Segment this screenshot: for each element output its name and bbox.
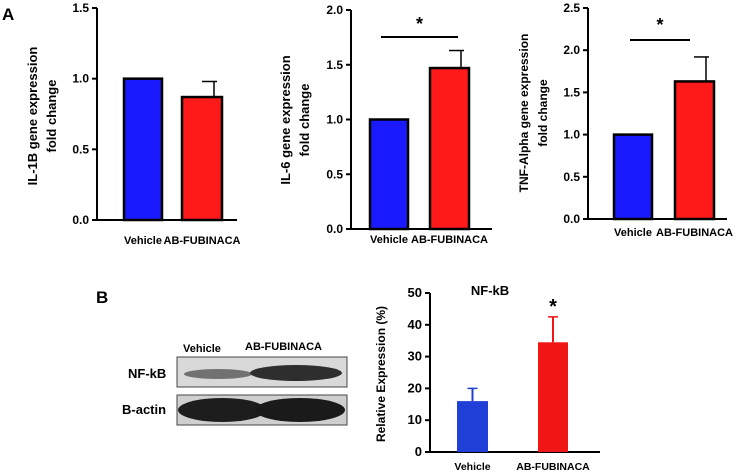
blot-band-bactin-treatment: [255, 398, 345, 422]
y-tick-label: 0.0: [326, 222, 343, 236]
y-tick-label: 0.0: [72, 213, 89, 227]
y-axis-label: TNF-Alpha gene expression: [517, 34, 531, 193]
y-tick-label: 20: [408, 380, 422, 395]
significance-star: *: [549, 296, 557, 318]
tnf-alpha-chart: 0.0 0.5 1.0 1.5 2.0 2.5 Vehicle AB-FUBINACA TNF-…: [517, 1, 733, 239]
y-tick-label: 50: [408, 285, 422, 300]
y-tick-label: 1.0: [72, 72, 89, 86]
bar: [457, 401, 488, 452]
y-tick-label: 2.0: [326, 3, 343, 17]
y-tick-label: 10: [408, 412, 422, 427]
bar: [368, 118, 410, 231]
y-axis-label: IL-6 gene expression: [278, 55, 293, 184]
significance-star: *: [656, 15, 663, 35]
y-tick-label: 0.5: [563, 170, 580, 184]
nfkb-chart: 0 10 20 30 40 50 Vehicle AB-FUBINACA Relative Ex…: [374, 283, 600, 473]
y-tick-label: 1.0: [563, 128, 580, 142]
y-axis-label-line2: fold change: [297, 84, 312, 157]
y-tick-label: 30: [408, 349, 422, 364]
y-tick-label: 1.5: [72, 1, 89, 15]
blot-band-nfkb-vehicle: [184, 369, 252, 379]
western-blot: Vehicle AB-FUBINACA NF-kB B-actin: [122, 341, 348, 426]
y-axis-label-line2: fold change: [536, 79, 550, 147]
y-axis-label-line2: fold change: [44, 80, 59, 153]
blot-row-label-bactin: B-actin: [122, 402, 166, 417]
y-tick-label: 0.5: [326, 167, 343, 181]
x-category-label: AB-FUBINACA: [164, 235, 241, 247]
significance-star: *: [416, 14, 423, 34]
y-axis-label: Relative Expression (%): [374, 306, 388, 442]
blot-band-nfkb-treatment: [250, 365, 342, 381]
il6-chart: 0.0 0.5 1.0 1.5 2.0 Vehicle AB-FUBINACA IL-6 ge…: [278, 3, 492, 246]
y-axis-label: IL-1B gene expression: [25, 47, 40, 186]
x-category-label: Vehicle: [370, 234, 408, 246]
y-tick-label: 1.5: [326, 58, 343, 72]
bar: [122, 77, 164, 222]
y-tick-label: 2.5: [563, 1, 580, 15]
x-category-label: AB-FUBINACA: [411, 234, 488, 246]
x-category-label: Vehicle: [614, 227, 652, 239]
y-tick-label: 1.5: [563, 85, 580, 99]
y-tick-label: 2.0: [563, 43, 580, 57]
x-category-label: AB-FUBINACA: [516, 461, 590, 473]
blot-row-label-nfkb: NF-kB: [128, 366, 166, 381]
il1b-chart: 0.0 0.5 1.0 1.5 Vehicle AB-FUBINACA IL-1B gene…: [25, 1, 241, 247]
bar: [673, 80, 716, 221]
x-category-label: Vehicle: [454, 461, 490, 473]
bar: [538, 342, 568, 452]
y-tick-label: 0.0: [563, 212, 580, 226]
x-category-label: Vehicle: [124, 235, 162, 247]
x-category-label: AB-FUBINACA: [656, 227, 733, 239]
bar: [180, 95, 224, 222]
chart-title: NF-kB: [471, 283, 509, 298]
blot-header-treatment: AB-FUBINACA: [245, 341, 322, 353]
y-tick-label: 0.5: [72, 142, 89, 156]
bar: [612, 133, 654, 221]
blot-header-vehicle: Vehicle: [183, 343, 221, 355]
y-tick-label: 40: [408, 317, 422, 332]
y-tick-label: 0: [415, 444, 422, 459]
blot-band-bactin-vehicle: [178, 398, 266, 422]
panel-label-a: A: [2, 5, 14, 24]
bar: [428, 66, 471, 231]
y-tick-label: 1.0: [326, 113, 343, 127]
panel-label-b: B: [96, 288, 108, 307]
